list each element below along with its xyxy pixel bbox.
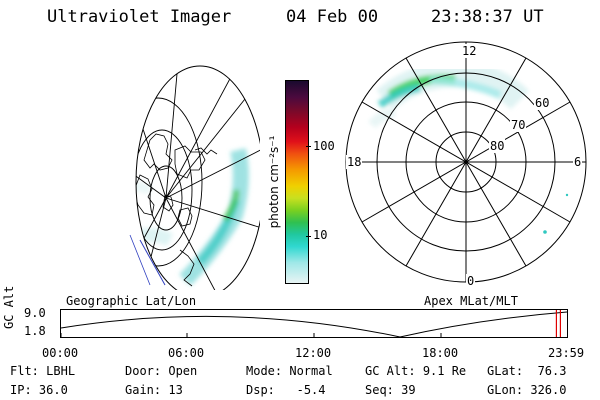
altitude-ymin-label: 1.8: [24, 324, 46, 338]
right-panel-label: Apex MLat/MLT: [424, 294, 518, 308]
colorbar-unit-label: photon cm⁻²s⁻¹: [267, 135, 281, 229]
time-label: 23:38:37 UT: [431, 7, 544, 27]
time-tick: 18:00: [422, 346, 459, 360]
mlt-label-12: 12: [461, 44, 478, 58]
time-tick: 00:00: [42, 346, 79, 360]
mlt-label-0: 0: [466, 274, 476, 288]
footer-item-gcalt: GC Alt: 9.1 Re: [365, 364, 467, 378]
polar-grid: [345, 41, 587, 283]
colorbar-tick-label: 100: [313, 139, 335, 153]
altitude-ymax-label: 9.0: [24, 306, 46, 320]
time-tick: 06:00: [168, 346, 205, 360]
footer-item-ip: IP: 36.0: [10, 383, 68, 397]
colorbar-tick-100: [306, 146, 311, 147]
geo-coastlines: [136, 133, 218, 287]
time-tick: 23:59: [548, 346, 585, 360]
mlt-label-18: 18: [346, 155, 363, 169]
lat-label-80: 80: [489, 139, 506, 153]
colorbar-tick-label: 10: [313, 228, 328, 242]
footer-item-gain: Gain: 13: [125, 383, 183, 397]
lat-label-60: 60: [534, 96, 551, 110]
date-label: 04 Feb 00: [286, 7, 379, 27]
footer-item-dsp: Dsp: -5.4: [246, 383, 326, 397]
altitude-plot: [60, 309, 568, 338]
colorbar: [285, 80, 309, 284]
time-tick: 12:00: [295, 346, 332, 360]
altitude-ylabel: GC Alt: [2, 285, 16, 329]
footer-item-mode: Mode: Normal: [246, 364, 333, 378]
footer-item-flt: Flt: LBHL: [10, 364, 76, 378]
mlt-label-6: 6: [573, 155, 583, 169]
footer-item-door: Door: Open: [125, 364, 198, 378]
lat-label-70: 70: [510, 118, 527, 132]
geographic-map: [129, 65, 260, 290]
polar-plot: [345, 41, 587, 283]
colorbar-tick-10: [306, 236, 311, 237]
footer-item-glon: GLon: 326.0: [487, 383, 567, 397]
footer-item-seq: Seq: 39: [365, 383, 416, 397]
polar-aurora: [368, 61, 530, 129]
left-panel-label: Geographic Lat/Lon: [66, 294, 197, 308]
instrument-title: Ultraviolet Imager: [47, 7, 232, 27]
footer-item-glat: GLat: 76.3: [487, 364, 567, 378]
